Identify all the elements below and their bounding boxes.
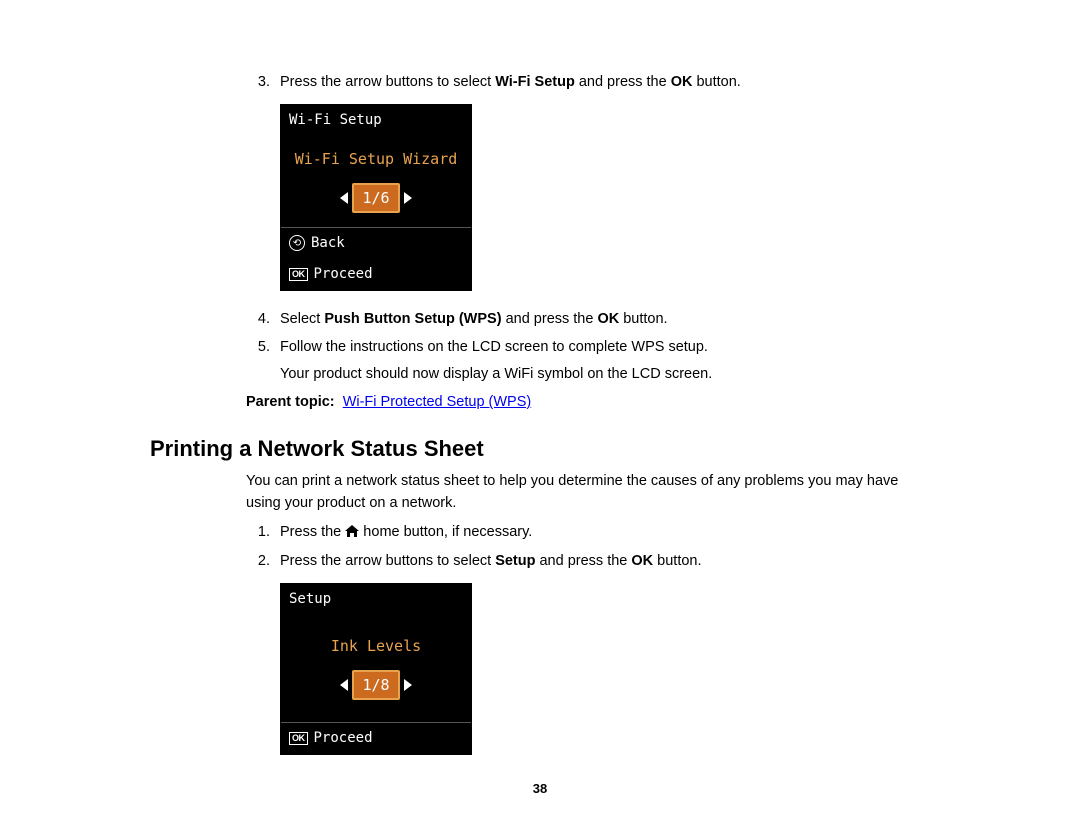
- step-2: 2. Press the arrow buttons to select Set…: [246, 551, 930, 573]
- text: Your product should now display a WiFi s…: [280, 364, 930, 386]
- text: Select: [280, 311, 324, 327]
- lcd-proceed-label: Proceed: [314, 264, 373, 285]
- text: Follow the instructions on the LCD scree…: [280, 337, 930, 359]
- parent-topic: Parent topic: Wi-Fi Protected Setup (WPS…: [246, 392, 930, 414]
- text: button.: [692, 74, 740, 90]
- left-arrow-icon: [340, 679, 348, 691]
- page-number: 38: [0, 779, 1080, 799]
- step-5: 5. Follow the instructions on the LCD sc…: [246, 337, 930, 387]
- home-icon: [345, 523, 359, 545]
- step-number: 1.: [246, 522, 270, 545]
- lcd-back-row: ⟲ Back: [281, 228, 471, 259]
- text: and press the: [535, 553, 631, 569]
- right-arrow-icon: [404, 192, 412, 204]
- left-arrow-icon: [340, 192, 348, 204]
- lcd-proceed-row: OK Proceed: [281, 723, 471, 754]
- lcd-title: Setup: [281, 584, 471, 614]
- text: home button, if necessary.: [359, 524, 532, 540]
- lcd-body: Wi-Fi Setup Wizard 1/6: [281, 135, 471, 227]
- parent-topic-label: Parent topic:: [246, 394, 335, 410]
- step-text: Select Push Button Setup (WPS) and press…: [280, 309, 930, 331]
- back-icon: ⟲: [289, 235, 305, 251]
- term-wps: Push Button Setup (WPS): [324, 311, 501, 327]
- step-text: Follow the instructions on the LCD scree…: [280, 337, 930, 387]
- step-1: 1. Press the home button, if necessary.: [246, 522, 930, 545]
- lcd-page-indicator: 1/6: [352, 183, 399, 214]
- step-number: 3.: [246, 72, 270, 94]
- lcd-page-indicator: 1/8: [352, 670, 399, 701]
- lcd-proceed-row: OK Proceed: [281, 259, 471, 290]
- lcd-title: Wi-Fi Setup: [281, 105, 471, 135]
- document-page: 3. Press the arrow buttons to select Wi-…: [0, 0, 1080, 755]
- lcd-footer: OK Proceed: [281, 722, 471, 754]
- section-heading: Printing a Network Status Sheet: [150, 432, 930, 465]
- text: Press the arrow buttons to select: [280, 553, 495, 569]
- lcd-body: Ink Levels 1/8: [281, 614, 471, 722]
- ok-icon: OK: [289, 732, 308, 745]
- term-setup: Setup: [495, 553, 535, 569]
- text: and press the: [575, 74, 671, 90]
- lcd-back-label: Back: [311, 233, 345, 254]
- text: button.: [653, 553, 701, 569]
- lcd-footer: ⟲ Back OK Proceed: [281, 227, 471, 290]
- lcd-proceed-label: Proceed: [314, 728, 373, 749]
- step-text: Press the arrow buttons to select Wi-Fi …: [280, 72, 930, 94]
- step-text: Press the arrow buttons to select Setup …: [280, 551, 930, 573]
- term-ok: OK: [631, 553, 653, 569]
- parent-topic-link[interactable]: Wi-Fi Protected Setup (WPS): [343, 394, 532, 410]
- step-number: 5.: [246, 337, 270, 387]
- text: Press the arrow buttons to select: [280, 74, 495, 90]
- lcd-pager: 1/6: [340, 183, 411, 214]
- term-ok: OK: [597, 311, 619, 327]
- step-3: 3. Press the arrow buttons to select Wi-…: [246, 72, 930, 94]
- right-arrow-icon: [404, 679, 412, 691]
- lcd-selected-item: Ink Levels: [331, 635, 421, 658]
- section-intro: You can print a network status sheet to …: [246, 471, 930, 515]
- term-wifi-setup: Wi-Fi Setup: [495, 74, 575, 90]
- step-number: 2.: [246, 551, 270, 573]
- text: and press the: [502, 311, 598, 327]
- term-ok: OK: [671, 74, 693, 90]
- ok-icon: OK: [289, 268, 308, 281]
- text: button.: [619, 311, 667, 327]
- step-number: 4.: [246, 309, 270, 331]
- lcd-screen-wifi-setup: Wi-Fi Setup Wi-Fi Setup Wizard 1/6 ⟲ Bac…: [280, 104, 472, 291]
- lcd-pager: 1/8: [340, 670, 411, 701]
- lcd-selected-item: Wi-Fi Setup Wizard: [295, 148, 458, 171]
- text: Press the: [280, 524, 345, 540]
- step-text: Press the home button, if necessary.: [280, 522, 930, 545]
- step-4: 4. Select Push Button Setup (WPS) and pr…: [246, 309, 930, 331]
- lcd-screen-setup: Setup Ink Levels 1/8 OK Proceed: [280, 583, 472, 755]
